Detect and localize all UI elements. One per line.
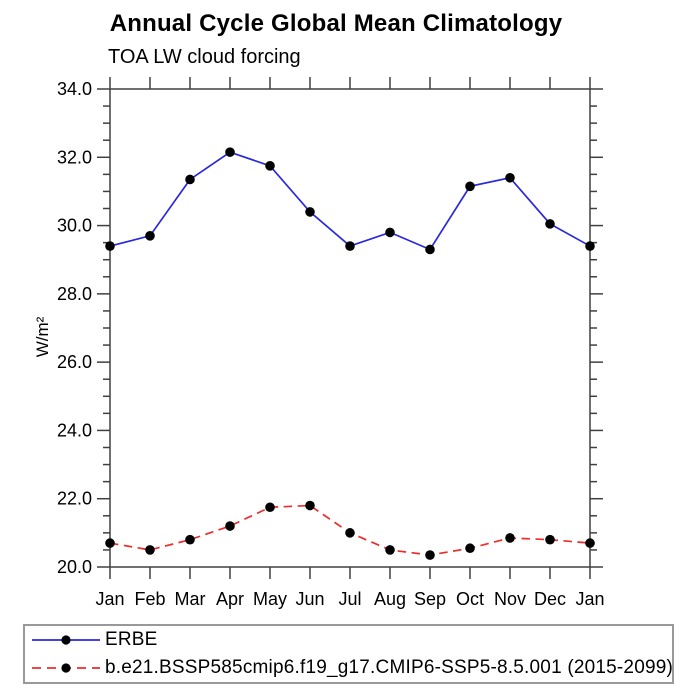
data-point-marker [385, 227, 395, 238]
data-point-marker [305, 207, 315, 217]
data-point-marker [265, 502, 275, 513]
x-tick-label: Nov [494, 589, 526, 609]
y-tick-label: 26.0 [57, 352, 92, 372]
data-point-marker [265, 161, 275, 171]
data-point-marker [185, 534, 195, 545]
x-tick-label: May [253, 589, 287, 609]
x-tick-label: Jan [95, 589, 124, 609]
data-point-marker [505, 533, 515, 543]
x-tick-label: Apr [216, 589, 244, 609]
legend-item-erbe: ERBE [25, 626, 672, 654]
x-tick-label: Feb [134, 589, 165, 609]
data-point-marker [185, 174, 195, 185]
data-point-marker [145, 545, 155, 555]
data-point-marker [585, 241, 595, 251]
y-tick-label: 28.0 [57, 284, 92, 304]
erbe-line-swatch-icon [32, 635, 100, 645]
data-point-marker [345, 241, 355, 251]
data-point-marker [425, 550, 435, 560]
data-point-marker [385, 545, 395, 555]
y-tick-label: 32.0 [57, 147, 92, 167]
chart-title: Annual Cycle Global Mean Climatology [109, 10, 563, 37]
y-tick-label: 30.0 [57, 216, 92, 236]
data-point-marker [305, 500, 315, 511]
plot-frame [109, 88, 591, 568]
data-point-marker [465, 181, 475, 192]
x-tick-label: Aug [374, 589, 406, 609]
data-point-marker [425, 244, 435, 255]
chart-subtitle: TOA LW cloud forcing [108, 46, 301, 68]
data-point-marker [225, 521, 235, 531]
data-point-marker [505, 172, 515, 183]
data-point-marker [105, 241, 115, 251]
model-line-swatch-icon [32, 663, 100, 673]
y-tick-label: 24.0 [57, 420, 92, 440]
legend-label-model: b.e21.BSSP585cmip6.f19_g17.CMIP6-SSP5-8.… [105, 657, 674, 678]
x-tick-label: Oct [456, 589, 484, 609]
legend-box: ERBE b.e21.BSSP585cmip6.f19_g17.CMIP6-SS… [23, 624, 674, 684]
x-tick-label: Mar [175, 589, 206, 609]
y-tick-label: 22.0 [57, 489, 92, 509]
data-point-marker [585, 538, 595, 548]
data-point-marker [545, 219, 555, 229]
x-tick-label: Sep [414, 589, 446, 609]
data-point-marker [465, 543, 475, 554]
x-tick-label: Jan [575, 589, 604, 609]
x-tick-label: Jun [295, 589, 324, 609]
series-line-0 [109, 151, 591, 251]
data-point-marker [545, 534, 555, 545]
x-tick-label: Jul [338, 589, 361, 609]
legend-item-model: b.e21.BSSP585cmip6.f19_g17.CMIP6-SSP5-8.… [25, 654, 674, 682]
x-tick-label: Dec [534, 589, 566, 609]
data-point-marker [225, 147, 235, 157]
data-point-marker [105, 538, 115, 548]
y-tick-label: 34.0 [57, 79, 92, 99]
data-point-marker [145, 231, 155, 241]
legend-label-erbe: ERBE [105, 629, 158, 650]
data-point-marker [345, 528, 355, 538]
y-tick-label: 20.0 [57, 557, 92, 577]
